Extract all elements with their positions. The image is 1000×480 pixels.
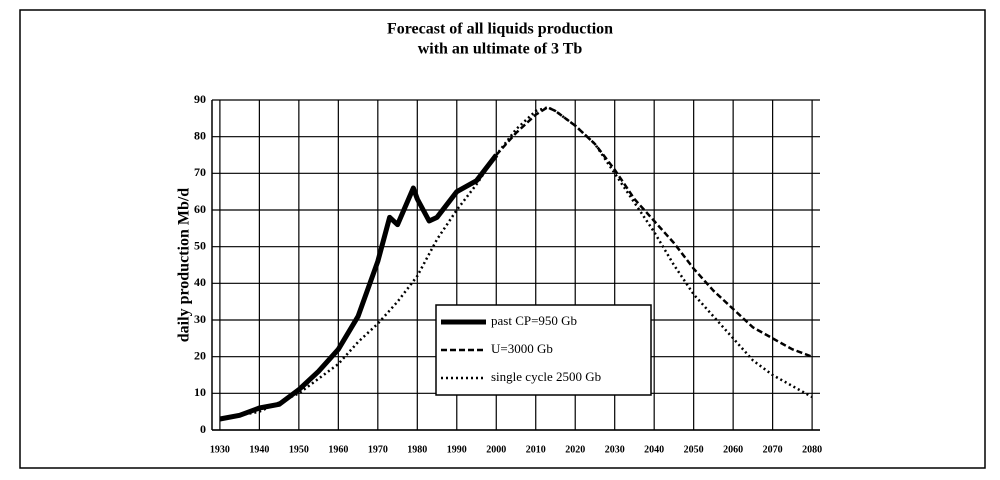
y-tick-label: 90: [194, 92, 206, 106]
frame: [19, 9, 986, 469]
chart-title: Forecast of all liquids production: [387, 21, 613, 38]
x-tick-label: 1930: [210, 444, 230, 455]
x-tick-label: 2080: [802, 444, 822, 455]
x-tick-label: 1940: [249, 444, 269, 455]
y-tick-label: 0: [200, 422, 206, 436]
x-tick-label: 2000: [486, 444, 506, 455]
y-tick-label: 10: [194, 385, 206, 399]
x-tick-label: 2070: [763, 444, 783, 455]
x-tick-label: 1980: [407, 444, 427, 455]
y-tick-label: 70: [194, 165, 206, 179]
x-tick-label: 1950: [289, 444, 309, 455]
y-tick-label: 50: [194, 238, 206, 252]
x-tick-label: 2050: [684, 444, 704, 455]
chart-subtitle: with an ultimate of 3 Tb: [418, 41, 583, 58]
legend-label: past CP=950 Gb: [491, 313, 577, 328]
y-tick-label: 60: [194, 202, 206, 216]
x-tick-label: 2020: [565, 444, 585, 455]
y-tick-label: 80: [194, 128, 206, 142]
x-tick-label: 1960: [328, 444, 348, 455]
series-line: [219, 106, 813, 421]
legend-label: single cycle 2500 Gb: [491, 369, 601, 384]
y-tick-label: 40: [194, 275, 206, 289]
y-axis-label: daily production Mb/d: [176, 188, 193, 343]
x-tick-label: 2030: [605, 444, 625, 455]
legend-label: U=3000 Gb: [491, 341, 553, 356]
y-tick-label: 30: [194, 312, 206, 326]
series-line: [219, 153, 499, 422]
x-tick-label: 2060: [723, 444, 743, 455]
x-tick-label: 1970: [368, 444, 388, 455]
x-tick-label: 2010: [526, 444, 546, 455]
x-tick-label: 1990: [447, 444, 467, 455]
x-tick-label: 2040: [644, 444, 664, 455]
y-tick-label: 20: [194, 348, 206, 362]
